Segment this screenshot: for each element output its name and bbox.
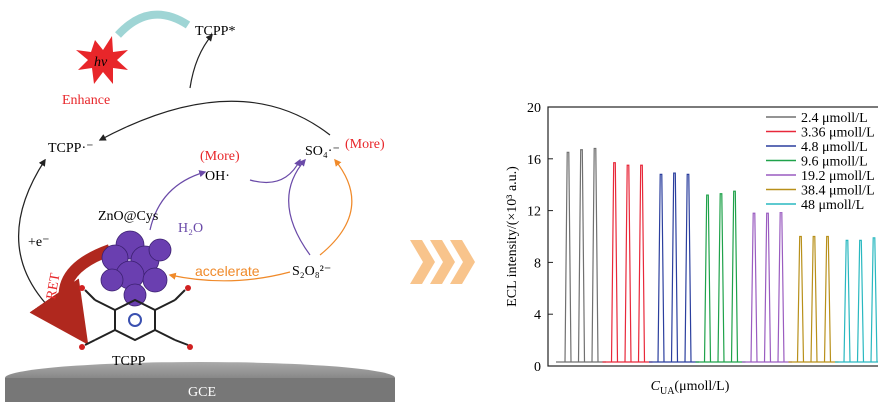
arrow (190, 35, 212, 88)
peak (844, 240, 850, 362)
peak (765, 213, 771, 362)
label: TCPP·⁻ (48, 141, 94, 156)
peak (858, 240, 864, 362)
label: +e⁻ (28, 235, 50, 250)
peak (672, 173, 678, 362)
peak (639, 165, 645, 362)
label: H₂O (178, 221, 203, 236)
label: GCE (188, 385, 216, 400)
chevrons (410, 240, 475, 284)
legend-label: 9.6 μmoll/L (801, 155, 868, 170)
legend-label: 3.36 μmoll/L (801, 126, 875, 141)
peak (718, 194, 724, 362)
peak (798, 237, 804, 363)
page: TCPP* hν Enhance TCPP·⁻ SO₄·⁻ (More) (Mo… (0, 0, 878, 402)
legend-label: 38.4 μmoll/L (801, 184, 875, 199)
peak (658, 174, 664, 362)
label: SO₄·⁻ (305, 144, 340, 159)
arrow (100, 101, 330, 140)
label: (More) (345, 137, 385, 152)
y-tick-label: 4 (534, 308, 541, 323)
peak (685, 174, 691, 362)
y-tick-label: 0 (534, 360, 541, 375)
znocys-particle (101, 231, 171, 306)
y-tick-label: 16 (527, 153, 541, 168)
peak (871, 238, 877, 362)
label: (More) (200, 149, 240, 164)
label: accelerate (195, 263, 260, 279)
peak (811, 237, 817, 363)
label: S₂O₈²⁻ (292, 264, 331, 279)
y-tick-label: 12 (527, 205, 541, 220)
label: hν (94, 55, 108, 70)
label: TCPP* (195, 24, 235, 39)
label: TCPP (112, 354, 146, 369)
label: Enhance (62, 93, 110, 108)
legend-label: 4.8 μmoll/L (801, 140, 868, 155)
legend-label: 2.4 μmoll/L (801, 111, 868, 126)
peak (612, 163, 618, 362)
peak (705, 195, 711, 362)
peak (825, 237, 831, 363)
arrow (320, 160, 352, 255)
y-tick-label: 20 (527, 101, 541, 116)
peak (732, 191, 738, 362)
peak (751, 213, 757, 362)
peak (625, 165, 631, 362)
figure: TCPP* hν Enhance TCPP·⁻ SO₄·⁻ (More) (Mo… (0, 0, 878, 402)
x-label-subscript: UA (660, 386, 675, 397)
y-tick-label: 8 (534, 256, 541, 271)
y-axis-label: ECL intensity/(×10³ a.u.) (505, 166, 520, 307)
peak (579, 150, 585, 362)
legend-label: 48 μmoll/L (801, 198, 864, 213)
peak (778, 212, 784, 362)
x-axis-label: CUA(μmoll/L) (651, 379, 730, 397)
arrow (289, 160, 310, 255)
peak (592, 148, 598, 362)
label: ZnO@Cys (98, 209, 158, 224)
legend-label: 19.2 μmoll/L (801, 169, 875, 184)
x-label-unit: (μmoll/L) (674, 379, 729, 394)
diagram-labels: TCPP* hν Enhance TCPP·⁻ SO₄·⁻ (More) (Mo… (28, 24, 385, 400)
label: OH· (205, 169, 230, 184)
peak (565, 152, 571, 362)
diagram (5, 15, 475, 402)
excitation-arrow (118, 15, 188, 35)
